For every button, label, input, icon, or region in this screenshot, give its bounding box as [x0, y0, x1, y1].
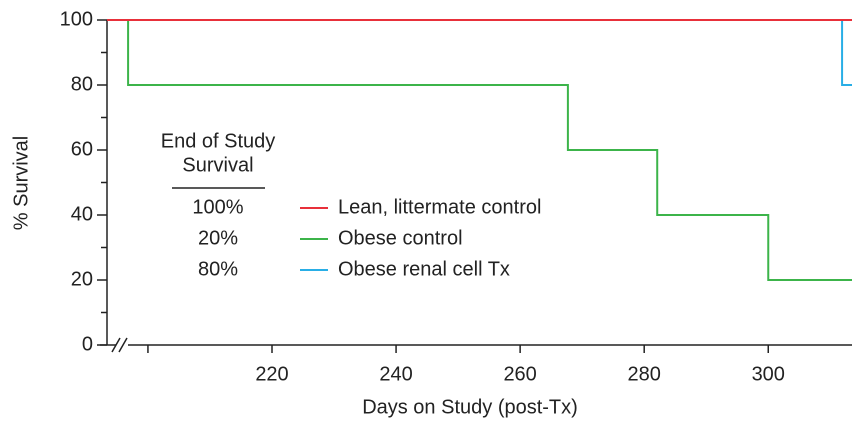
legend-label: Lean, littermate control: [338, 196, 541, 218]
x-tick-label: 280: [628, 363, 661, 385]
y-tick-label: 40: [71, 203, 93, 225]
y-tick-label: 60: [71, 138, 93, 160]
x-axis-label: Days on Study (post-Tx): [362, 396, 578, 418]
legend-label: Obese control: [338, 227, 463, 249]
y-axis-label: % Survival: [10, 136, 32, 230]
end-survival: 80%: [198, 258, 238, 280]
survival-line: [107, 19, 852, 281]
x-tick-label: 300: [752, 363, 785, 385]
end-survival: 100%: [192, 196, 243, 218]
x-tick-label: 240: [379, 363, 412, 385]
x-tick-label: 220: [255, 363, 288, 385]
y-tick-label: 80: [71, 73, 93, 95]
legend-label: Obese renal cell Tx: [338, 258, 510, 280]
legend-heading: End of Study: [161, 130, 276, 152]
y-tick-label: 0: [82, 333, 93, 355]
y-tick-label: 100: [60, 8, 93, 30]
end-survival: 20%: [198, 227, 238, 249]
x-tick-label: 260: [503, 363, 536, 385]
legend-heading: Survival: [182, 154, 253, 176]
survival-line: [107, 19, 852, 86]
y-tick-label: 20: [71, 268, 93, 290]
axis-break: [111, 337, 128, 353]
